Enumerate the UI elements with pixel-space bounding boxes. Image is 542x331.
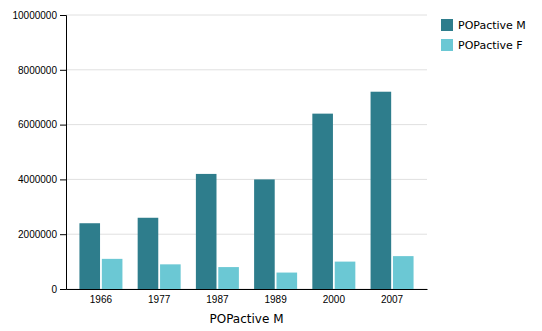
tick-label: 0 xyxy=(51,284,57,295)
chart: 0 2000000 4000000 6000000 8000000 10000000 196… xyxy=(0,0,542,331)
tick-label: 2000 xyxy=(323,294,346,305)
tick-label: 6000000 xyxy=(18,119,57,130)
bar xyxy=(196,174,217,289)
axis-domain xyxy=(67,289,428,290)
bar xyxy=(218,267,239,289)
bar xyxy=(393,256,414,289)
tick-label: 1977 xyxy=(148,294,171,305)
tick-label: 1989 xyxy=(264,294,287,305)
y-axis: 0 2000000 4000000 6000000 8000000 10000000 xyxy=(13,10,67,295)
tick-label: 8000000 xyxy=(18,65,57,76)
legend: POPactive M POPactive F xyxy=(441,19,526,52)
tick-mark xyxy=(60,234,66,235)
bar xyxy=(312,114,333,289)
legend-label: POPactive F xyxy=(458,39,523,52)
tick-label: 10000000 xyxy=(13,10,58,21)
tick-label: 4000000 xyxy=(18,174,57,185)
x-axis: 1966 1977 1987 1989 2000 2007 xyxy=(67,290,428,306)
tick-label: 1966 xyxy=(90,294,113,305)
tick: 8000000 xyxy=(18,65,66,76)
tick-mark xyxy=(60,179,66,180)
bar xyxy=(160,264,181,289)
plot: 0 2000000 4000000 6000000 8000000 10000000 196… xyxy=(13,10,428,305)
legend-swatch xyxy=(441,39,453,51)
tick: 6000000 xyxy=(18,119,66,130)
axis-domain xyxy=(60,16,67,290)
bar xyxy=(138,218,159,289)
tick: 2007 xyxy=(381,294,404,305)
tick: 4000000 xyxy=(18,174,66,185)
bar xyxy=(254,179,275,289)
tick: 0 xyxy=(51,284,66,295)
legend-swatch xyxy=(441,19,453,31)
bar xyxy=(277,273,298,289)
tick: 2000 xyxy=(323,294,346,305)
tick: 1987 xyxy=(206,294,229,305)
bar xyxy=(335,262,356,289)
tick-label: 2007 xyxy=(381,294,404,305)
tick-mark xyxy=(60,70,66,71)
x-axis-title: POPactive M xyxy=(209,312,283,326)
tick: 1989 xyxy=(264,294,287,305)
tick-label: 1987 xyxy=(206,294,229,305)
legend-item: POPactive F xyxy=(441,39,523,52)
bars xyxy=(79,92,413,289)
tick-label: 2000000 xyxy=(18,229,57,240)
tick-mark xyxy=(60,289,66,290)
grid xyxy=(66,15,427,289)
tick-mark xyxy=(60,15,66,16)
tick: 1966 xyxy=(90,294,113,305)
tick: 1977 xyxy=(148,294,171,305)
bar xyxy=(102,259,123,289)
tick: 10000000 xyxy=(13,10,67,21)
bar-series xyxy=(79,92,391,289)
tick: 2000000 xyxy=(18,229,66,240)
bar xyxy=(371,92,392,289)
grid-line xyxy=(66,69,427,70)
tick-mark xyxy=(60,125,66,126)
bar xyxy=(79,223,100,289)
legend-item: POPactive M xyxy=(441,19,526,32)
grid-line xyxy=(66,15,427,16)
legend-label: POPactive M xyxy=(458,19,526,32)
bar-series xyxy=(102,256,414,289)
